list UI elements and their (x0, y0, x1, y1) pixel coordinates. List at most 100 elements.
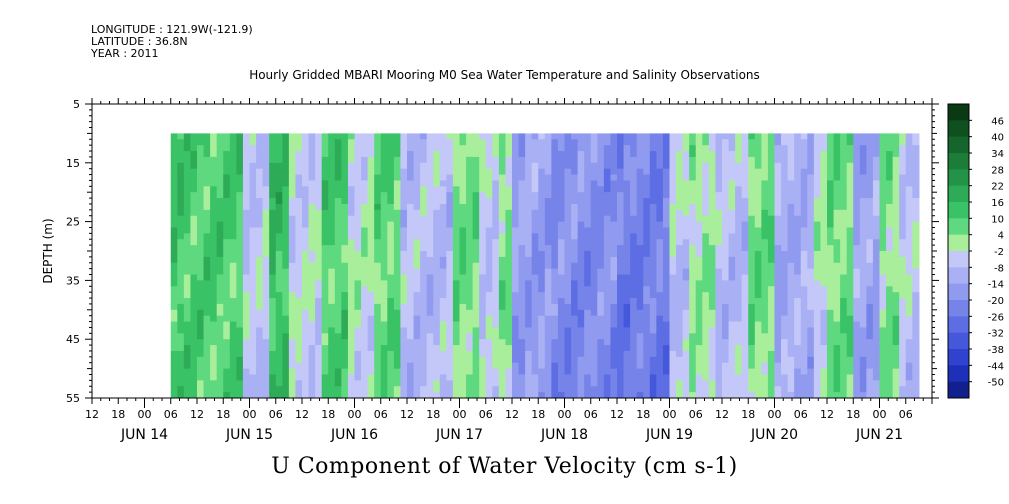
heat-cell (479, 298, 487, 305)
heat-cell (597, 386, 605, 393)
heat-cell (892, 233, 900, 240)
heat-cell (354, 180, 362, 187)
heat-cell (183, 156, 192, 164)
heat-cell (341, 374, 349, 381)
heat-cell (498, 186, 507, 193)
heat-cell (695, 374, 703, 381)
heat-cell (295, 303, 303, 311)
heat-cell (387, 162, 395, 170)
heat-cell (610, 280, 618, 287)
heat-cell (518, 309, 526, 317)
heat-cell (347, 256, 356, 264)
heat-cell (708, 374, 717, 381)
heat-cell (584, 303, 592, 311)
heat-cell (748, 221, 756, 229)
heat-cell (249, 251, 257, 258)
heat-cell (393, 268, 402, 276)
heat-cell (689, 162, 697, 170)
heat-cell (512, 186, 520, 193)
heat-cell (393, 203, 402, 211)
heat-cell (557, 139, 566, 146)
heat-cell (827, 339, 835, 346)
heat-cell (229, 156, 237, 164)
heat-cell (722, 245, 730, 252)
heat-cell (485, 333, 493, 340)
heat-cell (374, 339, 382, 346)
heat-cell (256, 133, 264, 140)
heat-cell (610, 180, 618, 187)
heat-cell (347, 239, 356, 246)
heat-cell (899, 139, 907, 146)
heat-cell (512, 374, 520, 381)
heat-cell (767, 309, 776, 317)
heat-cell (715, 315, 723, 323)
heat-cell (183, 298, 192, 305)
heat-cell (538, 268, 546, 276)
heat-cell (531, 133, 539, 140)
heat-cell (347, 162, 356, 170)
heat-cell (446, 292, 454, 299)
heat-cell (879, 239, 887, 246)
heat-cell (328, 309, 336, 317)
heat-cell (879, 280, 887, 287)
heat-cell (872, 286, 881, 293)
heat-cell (354, 198, 362, 205)
heat-cell (584, 262, 592, 270)
heat-cell (393, 327, 402, 334)
heat-cell (892, 145, 900, 152)
heat-cell (872, 356, 881, 364)
heat-cell (197, 139, 205, 146)
heat-cell (846, 345, 854, 352)
heat-cell (242, 345, 251, 352)
heat-cell (715, 239, 723, 246)
heat-cell (741, 151, 749, 158)
heat-cell (767, 162, 776, 170)
heat-cell (229, 356, 237, 364)
heat-cell (754, 162, 762, 170)
heat-cell (610, 327, 618, 334)
heat-cell (787, 239, 795, 246)
heat-cell (426, 168, 434, 176)
heat-cell (229, 350, 237, 358)
heat-cell (761, 356, 769, 364)
heat-cell (728, 380, 736, 387)
heat-cell (748, 233, 756, 240)
heat-cell (190, 356, 198, 364)
heat-cell (334, 380, 342, 387)
heat-cell (472, 292, 480, 299)
heat-cell (177, 239, 185, 246)
heat-cell (800, 198, 808, 205)
heat-cell (459, 221, 467, 229)
heat-cell (334, 327, 342, 334)
heat-cell (420, 356, 428, 364)
heat-cell (183, 221, 192, 229)
heat-cell (722, 274, 730, 281)
heat-cell (216, 203, 224, 211)
heat-cell (177, 368, 185, 376)
heat-cell (597, 245, 605, 252)
heat-cell (249, 139, 257, 146)
heat-cell (236, 203, 244, 211)
heat-cell (361, 151, 369, 158)
heat-cell (702, 298, 710, 305)
heat-cell (872, 380, 881, 387)
heat-cell (820, 333, 828, 340)
heat-cell (846, 198, 854, 205)
heat-cell (183, 256, 192, 264)
heat-cell (170, 274, 178, 281)
heat-cell (479, 239, 487, 246)
heat-cell (269, 192, 277, 199)
heat-cell (210, 309, 218, 317)
heat-cell (630, 139, 638, 146)
heat-cell (236, 386, 244, 393)
heat-cell (407, 227, 415, 234)
heat-cell (190, 203, 198, 211)
heat-cell (525, 186, 533, 193)
heat-cell (827, 162, 835, 170)
heat-cell (183, 292, 192, 299)
heat-cell (761, 286, 769, 293)
heat-cell (682, 145, 690, 152)
heat-cell (229, 339, 237, 346)
heat-cell (393, 333, 402, 340)
heat-cell (879, 203, 887, 211)
